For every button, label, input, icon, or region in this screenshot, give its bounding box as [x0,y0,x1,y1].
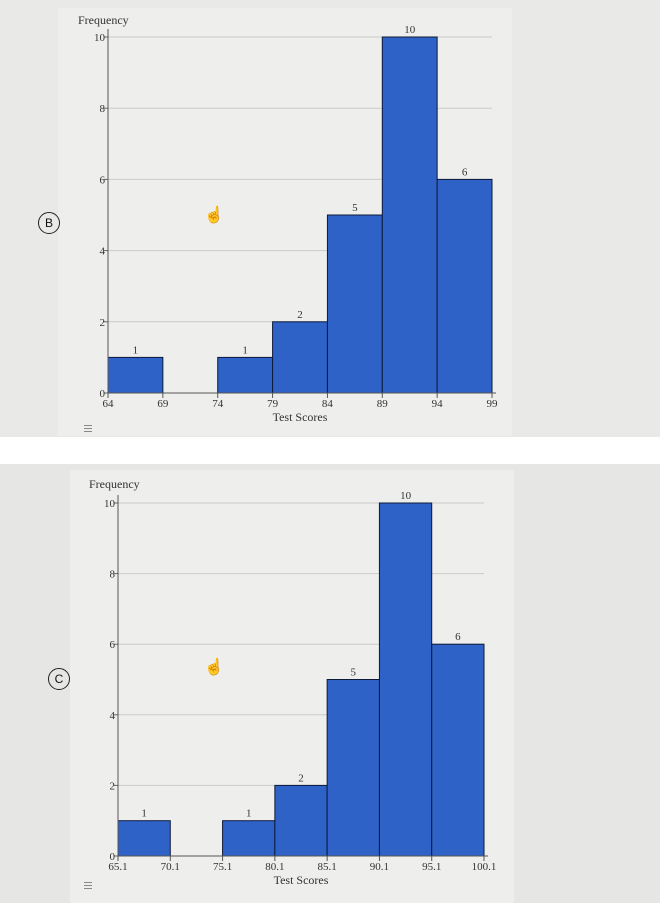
y-tick-label: 10 [104,498,116,510]
y-tick-label: 8 [110,569,116,581]
bar-value-label: 1 [246,808,252,820]
separator [0,437,660,464]
histogram-bar [431,643,485,857]
x-tick-label: 84 [322,398,334,410]
y-axis-title: Frequency [89,477,140,491]
histogram-b: 0 2 4 6 8 10 1 1 2 5 10 6 64 69 74 79 84 89 94 99 Frequency T… [78,13,499,424]
bar-value-label: 10 [400,490,412,502]
bar-value-label: 1 [242,344,248,356]
bar-value-label: 6 [455,631,461,643]
bar-value-label: 2 [297,309,303,321]
y-tick-label: 0 [110,851,116,863]
histogram-bar [326,679,380,857]
y-tick-label: 2 [110,780,116,792]
histogram-bar [381,36,438,394]
bar-value-label: 1 [133,344,139,356]
histogram-bar [107,356,164,394]
bar-value-label: 2 [298,772,304,784]
y-tick-label: 8 [100,103,106,115]
histogram-bar [378,502,433,857]
x-tick-label: 80.1 [265,861,284,873]
x-tick-label: 100.1 [472,861,497,873]
x-tick-label: 69 [157,398,169,410]
bar-value-label: 1 [141,808,147,820]
bar-value-label: 10 [404,24,416,36]
histogram-bar [117,820,171,857]
x-axis-title: Test Scores [274,873,329,887]
histogram-bar [217,356,274,394]
x-tick-label: 95.1 [422,861,441,873]
histogram-bar [436,178,493,394]
option-c-panel: C 0 2 4 6 8 10 1 1 2 5 10 6 65.1 70.1 75.1 80.1 85.1 90.1… [0,464,660,903]
x-tick-label: 85.1 [318,861,337,873]
histogram-bar [274,784,328,857]
y-tick-label: 4 [100,246,106,258]
x-tick-label: 75.1 [213,861,232,873]
histogram-bar [272,321,328,394]
option-c-label: C [54,672,64,686]
option-b-radio[interactable]: B [38,212,60,234]
bar-value-label: 5 [352,202,358,214]
y-tick-label: 2 [100,317,106,329]
x-axis-title: Test Scores [273,410,328,424]
x-tick-label: 94 [432,398,444,410]
option-b-panel: B 0 2 4 6 8 10 1 1 2 5 10 6 64 69 74 79 84 89 94 99 Frequenc… [0,0,660,437]
y-tick-label: 6 [110,639,116,651]
resize-handle-icon[interactable] [84,882,92,890]
option-b-label: B [44,216,53,230]
hand-cursor-icon: ☝ [204,657,224,676]
y-tick-label: 6 [100,174,106,186]
x-tick-label: 74 [212,398,224,410]
x-tick-label: 65.1 [108,861,127,873]
y-tick-label: 10 [94,32,106,44]
resize-handle-icon[interactable] [84,425,92,433]
histogram-c: 0 2 4 6 8 10 1 1 2 5 10 6 65.1 70.1 75.1 80.1 85.1 90.1 95… [89,477,497,887]
x-tick-label: 79 [267,398,279,410]
x-tick-label: 90.1 [370,861,389,873]
y-axis-title: Frequency [78,13,129,27]
y-tick-label: 0 [100,388,106,400]
option-c-radio[interactable]: C [48,668,70,690]
x-tick-label: 64 [103,398,115,410]
x-tick-label: 89 [377,398,389,410]
histogram-bar [222,820,276,857]
y-tick-label: 4 [110,710,116,722]
hand-cursor-icon: ☝ [204,205,224,224]
bar-value-label: 6 [462,166,468,178]
x-tick-label: 99 [487,398,499,410]
histogram-bar [326,214,383,394]
bar-value-label: 5 [351,667,357,679]
x-tick-label: 70.1 [161,861,180,873]
